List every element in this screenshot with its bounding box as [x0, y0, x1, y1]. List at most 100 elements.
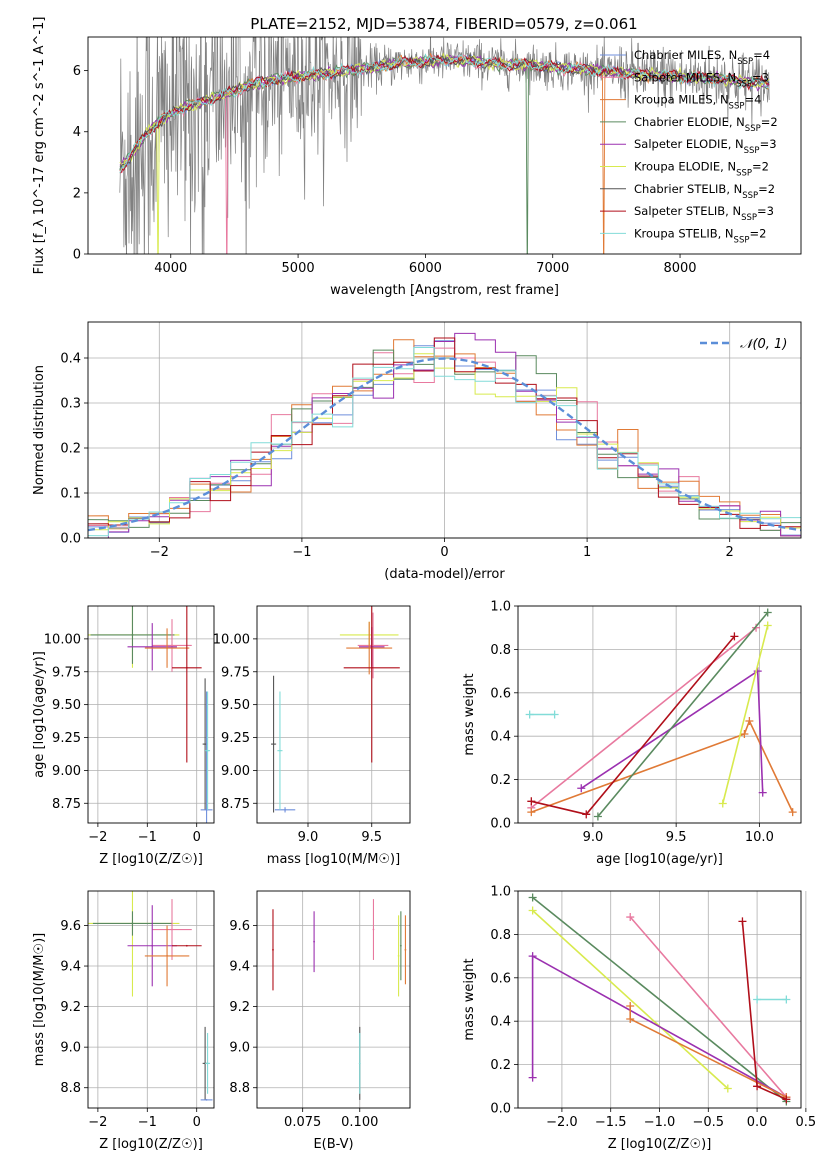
marker-kroupa-stelib	[525, 710, 534, 719]
y-tick-label: 0.0	[490, 817, 511, 832]
marker-salpeter-elodie	[528, 1073, 537, 1082]
x-tick-label: −1	[138, 830, 157, 845]
y-tick-label: 0.4	[490, 1015, 511, 1030]
x-tick-label: 6000	[409, 261, 442, 276]
x-axis-label: E(B-V)	[313, 1137, 353, 1152]
x-tick-label: 0	[440, 545, 448, 560]
y-axis-label: mass [log10(M/M☉)]	[32, 933, 47, 1066]
point-chabrier-stelib	[204, 743, 207, 745]
panel-mass_vs_EBV: 0.075 0.100 8.8 9.0 9.2 9.4 9.6 E(B-V)	[229, 890, 411, 1152]
x-tick-label: 0.5	[796, 1115, 817, 1130]
y-axis-label: age [log10(age/yr)]	[32, 651, 47, 778]
y-tick-label: 4	[73, 125, 81, 140]
y-tick-label: 0.0	[60, 532, 81, 547]
y-tick-label: 0.2	[490, 1058, 511, 1073]
point-chabrier-elodie	[131, 922, 134, 925]
y-tick-label: 8.75	[221, 797, 250, 812]
y-tick-label: 0.6	[490, 971, 511, 986]
marker-chabrier-elodie	[593, 812, 602, 821]
y-axis-label: Flux [f_λ 10^-17 erg cm^-2 s^-1 A^-1]	[32, 17, 47, 275]
marker-kroupa-miles	[740, 730, 749, 739]
y-tick-label: 9.00	[52, 764, 81, 779]
model-line-kroupa-stelib	[119, 53, 770, 174]
x-tick-label: −1.0	[644, 1115, 676, 1130]
y-tick-label: 9.0	[60, 1041, 81, 1056]
model-line-chabrier-stelib	[119, 52, 770, 168]
x-tick-label: 9.5	[361, 830, 382, 845]
series-line-chabrier-elodie	[597, 611, 769, 818]
legend-label: Salpeter MILES, NSSP=3	[634, 70, 769, 89]
point-salpeter-elodie	[151, 944, 154, 947]
point-salpeter-miles	[171, 928, 173, 931]
point-kroupa-elodie	[397, 954, 400, 957]
point-kroupa-stelib	[358, 1062, 361, 1065]
x-tick-label: 0.0	[747, 1115, 768, 1130]
marker-salpeter-stelib	[738, 917, 747, 926]
y-tick-label: 0.8	[490, 643, 511, 658]
x-axis-label: Z [log10(Z/Z☉)]	[99, 852, 203, 867]
marker-salpeter-elodie	[758, 788, 767, 797]
axes-frame	[256, 605, 411, 824]
marker-salpeter-stelib	[782, 1095, 791, 1104]
marker-chabrier-elodie	[528, 893, 537, 902]
point-salpeter-miles	[372, 928, 375, 931]
point-chabrier-elodie	[131, 634, 134, 636]
y-tick-label: 1.0	[490, 600, 511, 615]
y-tick-label: 10.00	[213, 632, 250, 647]
y-tick-label: 9.25	[52, 731, 81, 746]
point-salpeter-miles	[372, 644, 374, 647]
axes-frame	[517, 890, 802, 1109]
y-tick-label: 9.2	[229, 1000, 250, 1015]
axes-frame	[256, 890, 411, 1109]
panel-age_vs_Z: −2 −1 0 8.75 9.00 9.25 9.50 9.75 10.00 Z [log10(Z…	[32, 605, 215, 867]
y-tick-label: 0.4	[60, 352, 81, 367]
x-tick-label: 5000	[282, 261, 315, 276]
marker-kroupa-miles	[745, 717, 754, 726]
point-kroupa-stelib	[206, 1062, 209, 1065]
x-tick-label: 8000	[663, 261, 696, 276]
legend-label: 𝒩(0, 1)	[740, 337, 787, 352]
marker-kroupa-miles	[626, 1015, 635, 1024]
legend-label: Chabrier MILES, NSSP=4	[634, 48, 770, 67]
axes-frame	[87, 36, 802, 255]
point-salpeter-miles	[171, 644, 173, 647]
axes-frame	[517, 605, 802, 824]
x-tick-label: 1	[583, 545, 591, 560]
marker-kroupa-elodie	[723, 1084, 732, 1093]
marker-kroupa-miles	[788, 808, 797, 817]
normal-curve	[88, 357, 801, 532]
point-salpeter-stelib	[272, 948, 274, 951]
point-kroupa-miles	[166, 647, 168, 649]
y-axis-label: mass weight	[462, 958, 477, 1040]
plot-area	[272, 899, 407, 1100]
y-tick-label: 10.00	[44, 632, 81, 647]
model-line-salpeter-miles	[119, 54, 770, 254]
plot-area	[88, 332, 801, 538]
x-tick-label: −0.5	[693, 1115, 725, 1130]
point-salpeter-elodie	[151, 645, 154, 648]
y-tick-label: 9.00	[221, 764, 250, 779]
series-line-salpeter-miles	[629, 916, 788, 1098]
x-tick-label: 7000	[536, 261, 569, 276]
y-tick-label: 8.75	[52, 797, 81, 812]
y-tick-label: 9.25	[221, 731, 250, 746]
y-tick-label: 9.6	[60, 919, 81, 934]
point-kroupa-miles	[404, 948, 407, 951]
point-salpeter-stelib	[370, 666, 373, 669]
x-axis-label: Z [log10(Z/Z☉)]	[608, 1137, 712, 1152]
y-tick-label: 9.50	[221, 698, 250, 713]
x-tick-label: 9.0	[583, 830, 604, 845]
point-salpeter-elodie	[313, 940, 315, 943]
y-tick-label: 0.1	[60, 487, 81, 502]
legend-label: Kroupa MILES, NSSP=4	[634, 93, 761, 112]
y-tick-label: 0.0	[490, 1102, 511, 1117]
y-axis-label: mass weight	[462, 673, 477, 755]
marker-salpeter-elodie	[577, 784, 586, 793]
series-line-salpeter-miles	[530, 627, 757, 809]
legend-label: Salpeter STELIB, NSSP=3	[634, 204, 774, 223]
point-kroupa-stelib	[279, 749, 281, 752]
legend: Chabrier MILES, NSSP=4 Salpeter MILES, NS…	[600, 48, 778, 245]
marker-kroupa-stelib	[782, 995, 791, 1004]
series-line-salpeter-elodie	[580, 669, 764, 793]
y-tick-label: 9.4	[60, 960, 81, 975]
